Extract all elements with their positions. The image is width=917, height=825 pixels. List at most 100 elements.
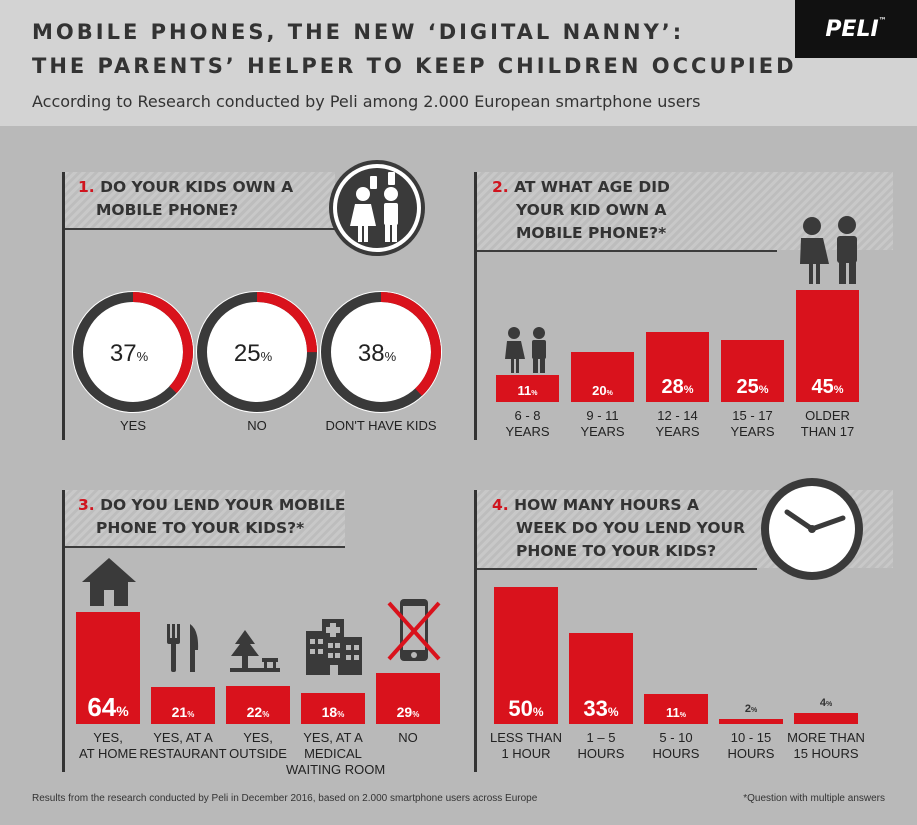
category-label: YES, OUTSIDE — [229, 730, 287, 761]
bar-value-label: 50% — [508, 696, 544, 721]
category-label: 12 - 14 YEARS — [655, 408, 700, 439]
crossed-phone-icon — [387, 599, 441, 661]
category-label: YES, AT HOME — [78, 730, 138, 761]
bar — [794, 713, 858, 724]
bar-value-label: 45% — [811, 376, 844, 398]
bar — [76, 612, 140, 724]
category-label: 10 - 15 HOURS — [727, 730, 775, 761]
q1-question-box — [65, 172, 335, 228]
bar-value-label: 18% — [321, 704, 345, 720]
category-label: MORE THAN 15 HOURS — [787, 730, 865, 761]
bar — [646, 332, 709, 402]
bar-value-label: 22% — [246, 704, 270, 720]
q3-question: 3. DO YOU LEND YOUR MOBILE PHONE TO YOUR… — [78, 494, 345, 540]
bar-value-unit: % — [825, 701, 833, 708]
bar-value-unit: % — [337, 710, 345, 719]
bar-value-label: 29% — [396, 704, 420, 720]
small-kids-icon — [505, 327, 546, 373]
q1-line2: MOBILE PHONE? — [96, 201, 239, 219]
bar-value-label: 20% — [592, 383, 613, 398]
q2-line2: YOUR KID OWN A — [516, 201, 667, 219]
bar — [226, 685, 290, 724]
bar-value-label: 4% — [819, 697, 833, 709]
q4-underline — [477, 568, 757, 570]
bar — [571, 352, 634, 402]
footer-note: *Question with multiple answers — [743, 793, 885, 804]
donut-0: 37% — [72, 291, 194, 413]
bar-value-label: 21% — [171, 704, 195, 720]
category-label: LESS THAN 1 HOUR — [489, 730, 562, 761]
bar — [719, 718, 783, 724]
donut-label-dont-have-kids: DON'T HAVE KIDS — [325, 418, 437, 433]
q3-line2: PHONE TO YOUR KIDS?* — [96, 519, 305, 537]
q2-underline — [477, 250, 777, 252]
q4-divider — [474, 490, 477, 772]
bar-value-label: 64% — [87, 692, 129, 722]
category-label: 5 - 10 HOURS — [652, 730, 700, 761]
q1-question: 1. DO YOUR KIDS OWN A MOBILE PHONE? — [78, 176, 293, 222]
category-label: 15 - 17 YEARS — [730, 408, 775, 439]
bar-value-label: 2% — [744, 702, 758, 715]
donut-2: 38% — [320, 291, 442, 413]
bar — [301, 692, 365, 724]
kids-with-phones-icon — [329, 160, 425, 256]
logo-text: PELI — [825, 16, 879, 42]
bar — [721, 339, 784, 402]
header: MOBILE PHONES, THE NEW ‘DIGITAL NANNY’: … — [0, 0, 917, 126]
category-label: 6 - 8 YEARS — [505, 408, 550, 439]
q4-line2: WEEK DO YOU LEND YOUR — [516, 519, 746, 537]
bar-value-label: 11% — [517, 383, 538, 398]
q3-underline — [65, 546, 345, 548]
bar-value-unit: % — [187, 710, 195, 719]
bar-value-unit: % — [607, 705, 619, 719]
fork-knife-icon — [167, 624, 199, 672]
q1-line1: DO YOUR KIDS OWN A — [100, 178, 294, 196]
peli-logo: PELI ™ — [795, 0, 917, 58]
q3-question-box — [65, 490, 345, 546]
bar-value-unit: % — [750, 706, 758, 714]
q2-number: 2. — [492, 178, 509, 196]
donut-label-no: NO — [247, 418, 267, 433]
q2-question: 2. AT WHAT AGE DID YOUR KID OWN A MOBILE… — [492, 176, 670, 245]
q1-underline — [65, 228, 335, 230]
bar — [496, 374, 559, 402]
subtitle: According to Research conducted by Peli … — [32, 92, 701, 111]
donut-1: 25% — [196, 291, 318, 413]
bar-value-unit: % — [532, 705, 544, 719]
donut-slice — [73, 292, 193, 412]
hospital-icon — [306, 619, 362, 675]
q3-number: 3. — [78, 496, 95, 514]
q2-line3: MOBILE PHONE?* — [516, 224, 667, 242]
q3-divider — [62, 490, 65, 772]
tree-bench-icon — [230, 630, 280, 672]
logo-trademark: ™ — [878, 16, 887, 25]
bar-value-label: 33% — [583, 696, 619, 721]
house-icon — [82, 558, 136, 606]
clock-icon — [761, 478, 863, 580]
bar-value-unit: % — [116, 703, 129, 719]
category-label: 1 – 5 HOURS — [577, 730, 625, 761]
bar — [796, 289, 859, 402]
category-label: OLDER THAN 17 — [800, 408, 855, 439]
q2-divider — [474, 172, 477, 440]
bar — [569, 633, 633, 724]
big-kids-icon — [800, 216, 857, 284]
bar — [494, 586, 558, 724]
q2-question-box — [477, 172, 893, 250]
bar-value-unit: % — [833, 384, 844, 396]
q3-line1: DO YOU LEND YOUR MOBILE — [100, 496, 346, 514]
bar-value-unit: % — [262, 710, 270, 719]
q4-number: 4. — [492, 496, 509, 514]
category-label: YES, AT A RESTAURANT — [139, 730, 227, 761]
donut-label-yes: YES — [119, 418, 146, 433]
bar-value-label: 11% — [666, 705, 686, 720]
donut-slice — [197, 292, 317, 412]
bar-value-unit: % — [683, 384, 694, 396]
bar-value-unit: % — [606, 390, 613, 397]
bar — [376, 673, 440, 724]
q1-divider — [62, 172, 65, 440]
bar-value-label: 25% — [736, 376, 769, 398]
q4-line1: HOW MANY HOURS A — [514, 496, 699, 514]
q2-line1: AT WHAT AGE DID — [514, 178, 670, 196]
